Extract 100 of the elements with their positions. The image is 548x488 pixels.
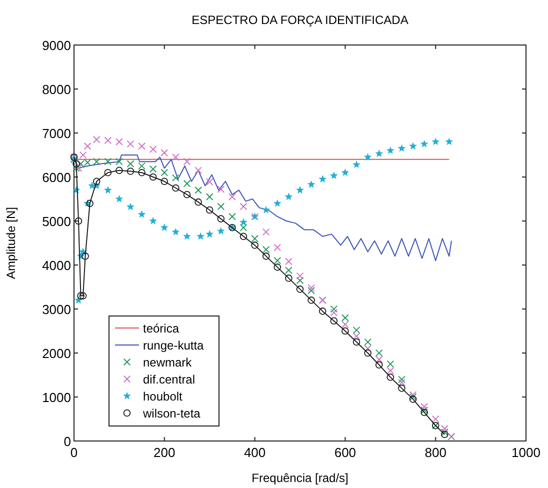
point — [445, 138, 454, 146]
point — [330, 305, 338, 313]
x-tick-label: 200 — [154, 445, 176, 460]
legend-label: newmark — [143, 356, 193, 370]
point — [274, 264, 282, 271]
point — [149, 165, 157, 173]
point — [364, 153, 372, 161]
chart-title: ESPECTRO DA FORÇA IDENTIFICADA — [192, 13, 408, 27]
point — [262, 206, 270, 214]
point — [206, 178, 214, 186]
point — [398, 384, 406, 392]
point — [409, 142, 417, 150]
point — [138, 162, 146, 170]
point — [420, 406, 428, 414]
point — [296, 276, 304, 284]
point — [126, 168, 134, 175]
point — [160, 168, 168, 176]
point — [206, 230, 214, 238]
point — [92, 136, 100, 144]
point — [386, 146, 394, 154]
point — [126, 160, 134, 168]
legend-label: teórica — [143, 322, 180, 336]
point — [420, 402, 428, 410]
point — [183, 158, 191, 166]
point — [160, 178, 168, 186]
point — [72, 160, 80, 168]
point — [330, 172, 338, 180]
point — [79, 151, 87, 159]
y-axis-title: Amplitude [N] — [4, 206, 18, 280]
x-axis-title: Frequência [rad/s] — [252, 471, 348, 485]
point — [274, 256, 282, 264]
y-tick-label: 9000 — [42, 38, 71, 53]
point — [172, 184, 180, 192]
point — [251, 242, 258, 249]
point — [386, 360, 394, 368]
point — [206, 206, 214, 214]
point — [352, 332, 360, 340]
point — [216, 226, 225, 234]
point — [440, 428, 448, 436]
point — [183, 180, 191, 188]
point — [296, 186, 304, 194]
y-tick-label: 3000 — [42, 302, 71, 317]
point — [409, 393, 417, 401]
point — [398, 376, 406, 384]
point — [138, 142, 146, 150]
point — [104, 186, 112, 194]
x-tick-label: 1000 — [512, 445, 540, 460]
point — [126, 202, 134, 210]
point — [196, 232, 205, 240]
point — [217, 186, 225, 194]
point — [116, 138, 123, 146]
x-tick-label: 600 — [334, 445, 356, 460]
point — [285, 274, 292, 282]
point — [398, 144, 406, 152]
point — [342, 314, 349, 322]
point — [84, 142, 92, 150]
point — [183, 232, 191, 240]
y-tick-label: 4000 — [42, 258, 71, 273]
point — [285, 266, 292, 274]
point — [330, 317, 338, 325]
point — [342, 320, 349, 328]
point — [308, 286, 315, 294]
point — [240, 202, 248, 210]
point — [183, 190, 191, 198]
point — [217, 215, 225, 222]
point — [440, 424, 448, 432]
point — [262, 246, 270, 254]
point — [194, 198, 202, 206]
point — [194, 186, 202, 194]
point — [352, 338, 360, 346]
point — [228, 193, 236, 200]
point — [86, 200, 94, 208]
point — [375, 349, 383, 357]
point — [364, 349, 372, 357]
point — [273, 199, 282, 207]
legend-label: runge-kutta — [143, 338, 204, 352]
point — [375, 356, 383, 364]
y-tick-label: 0 — [64, 434, 71, 449]
point — [217, 202, 225, 210]
point — [432, 138, 440, 146]
point — [352, 160, 360, 168]
point — [172, 154, 180, 161]
point — [386, 374, 394, 381]
point — [318, 308, 326, 315]
point — [318, 175, 327, 183]
point — [104, 158, 112, 166]
y-tick-label: 5000 — [42, 214, 71, 229]
y-tick-label: 1000 — [42, 390, 71, 405]
point — [284, 192, 293, 200]
point — [228, 212, 236, 220]
point — [364, 338, 372, 346]
point — [274, 244, 282, 252]
point — [342, 327, 349, 335]
y-tick-label: 2000 — [42, 346, 71, 361]
point — [149, 216, 158, 224]
point — [104, 136, 112, 144]
point — [375, 150, 384, 158]
point — [74, 217, 82, 225]
point — [308, 284, 315, 292]
point — [251, 234, 258, 242]
